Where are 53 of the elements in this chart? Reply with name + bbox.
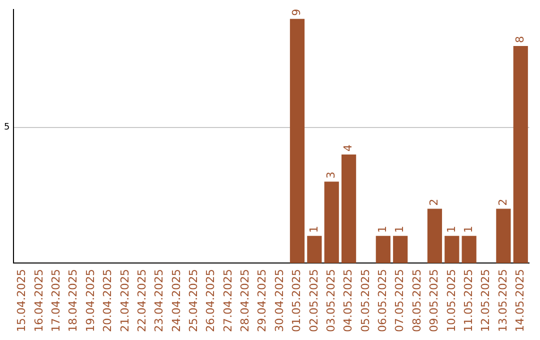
bar	[290, 18, 305, 264]
x-tick-label: 29.04.2025	[256, 269, 269, 332]
x-tick-label: 23.04.2025	[152, 269, 166, 332]
data-label: 2	[496, 198, 510, 206]
x-tick-label: 27.04.2025	[221, 269, 234, 332]
x-tick-label: 01.05.2025	[290, 269, 304, 332]
x-tick-label: 16.04.2025	[32, 269, 46, 332]
x-tick-label: 28.04.2025	[238, 269, 252, 332]
data-label: 4	[342, 144, 355, 152]
bar	[444, 236, 460, 264]
bar	[427, 208, 442, 264]
bar	[462, 236, 476, 264]
data-label: 1	[462, 226, 475, 233]
x-tick-label: 15.04.2025	[15, 269, 28, 332]
data-label: 1	[444, 226, 458, 233]
data-label: 3	[324, 172, 338, 179]
x-tick-label: 18.04.2025	[66, 269, 80, 332]
bar	[342, 154, 356, 264]
x-tick-label: 05.05.2025	[358, 269, 372, 332]
x-tick-label: 04.05.2025	[342, 269, 355, 332]
x-tick-label: 22.04.2025	[135, 269, 148, 332]
bar	[513, 46, 528, 264]
x-tick-label: 25.04.2025	[187, 269, 200, 332]
x-tick-label: 03.05.2025	[324, 269, 338, 332]
x-tick-label: 30.04.2025	[272, 269, 286, 332]
x-tick-label: 06.05.2025	[376, 269, 390, 332]
x-tick-label: 20.04.2025	[101, 269, 114, 332]
x-tick-label: 12.05.2025	[479, 269, 492, 332]
x-tick-label: 14.05.2025	[513, 269, 526, 332]
data-label: 1	[376, 226, 390, 233]
x-tick-label: 21.04.2025	[118, 269, 132, 332]
data-label: 2	[428, 198, 441, 206]
bar	[393, 236, 408, 264]
x-tick-label: 02.05.2025	[307, 269, 320, 332]
bar	[324, 182, 339, 264]
bar	[376, 236, 390, 264]
x-tick-label: 07.05.2025	[393, 269, 406, 332]
x-tick-label: 26.04.2025	[204, 269, 218, 332]
x-tick-label: 08.05.2025	[410, 269, 424, 332]
data-label: 9	[290, 8, 304, 16]
x-tick-label: 09.05.2025	[428, 269, 441, 332]
data-label: 1	[307, 226, 320, 233]
bar	[496, 208, 511, 264]
data-label: 8	[513, 36, 526, 44]
x-tick-label: 10.05.2025	[444, 269, 458, 332]
bar	[307, 236, 322, 264]
x-tick-label: 17.04.2025	[50, 269, 63, 332]
x-tick-label: 19.04.2025	[84, 269, 97, 332]
x-tick-label: 11.05.2025	[462, 269, 475, 332]
data-label: 1	[393, 226, 406, 233]
y-tick-label: 5	[4, 122, 10, 133]
x-tick-label: 24.04.2025	[170, 269, 183, 332]
x-tick-label: 13.05.2025	[496, 269, 510, 332]
